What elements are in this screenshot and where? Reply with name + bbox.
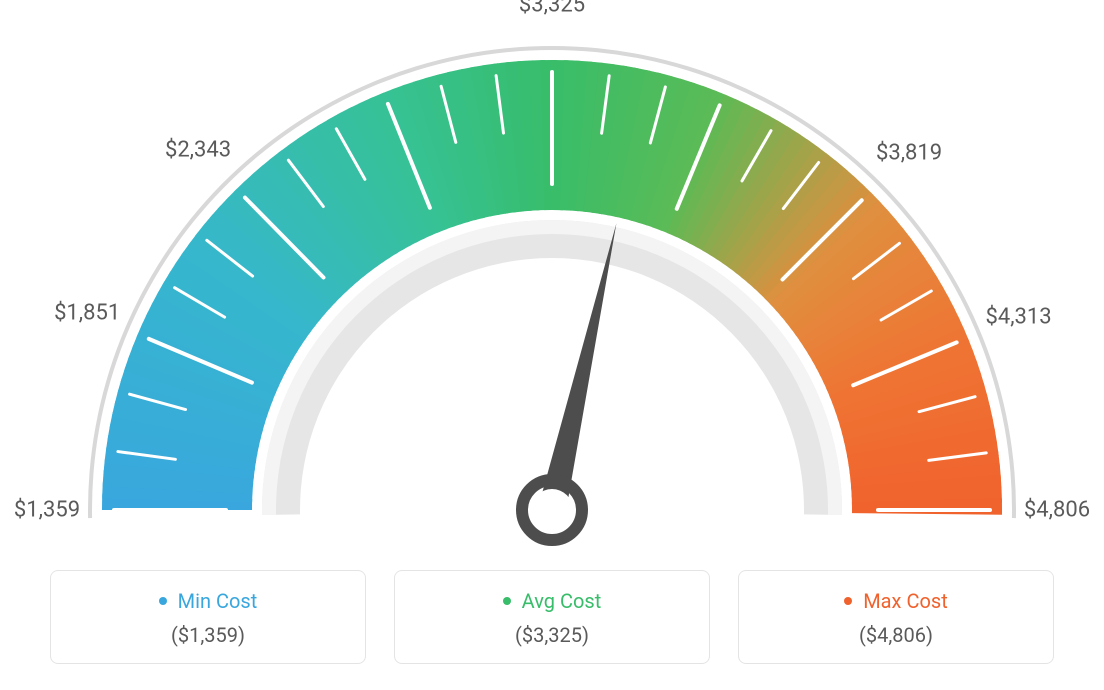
dot-icon: [159, 597, 167, 605]
dot-icon: [844, 597, 852, 605]
legend-card-max: Max Cost ($4,806): [738, 570, 1054, 664]
legend-title-max: Max Cost: [749, 589, 1043, 613]
legend-value-min: ($1,359): [61, 623, 355, 647]
gauge-tick-label: $2,343: [165, 137, 231, 162]
gauge-tick-label: $1,359: [14, 498, 80, 523]
legend-label-max: Max Cost: [863, 589, 948, 613]
legend-value-max: ($4,806): [749, 623, 1043, 647]
gauge-chart: $1,359 $1,851 $2,343 $3,325 $3,819 $4,313 $4,8…: [0, 0, 1104, 560]
gauge-tick-label: $4,806: [1024, 498, 1090, 523]
gauge-svg: [0, 0, 1104, 560]
dot-icon: [503, 597, 511, 605]
legend-row: Min Cost ($1,359) Avg Cost ($3,325) Max …: [0, 570, 1104, 664]
legend-title-avg: Avg Cost: [405, 589, 699, 613]
legend-value-avg: ($3,325): [405, 623, 699, 647]
legend-card-min: Min Cost ($1,359): [50, 570, 366, 664]
legend-card-avg: Avg Cost ($3,325): [394, 570, 710, 664]
gauge-tick-label: $4,313: [985, 304, 1051, 329]
gauge-tick-label: $3,819: [876, 140, 942, 165]
legend-label-avg: Avg Cost: [522, 589, 602, 613]
legend-label-min: Min Cost: [178, 589, 258, 613]
gauge-tick-label: $3,325: [519, 0, 585, 18]
legend-title-min: Min Cost: [61, 589, 355, 613]
gauge-tick-label: $1,851: [54, 300, 120, 325]
